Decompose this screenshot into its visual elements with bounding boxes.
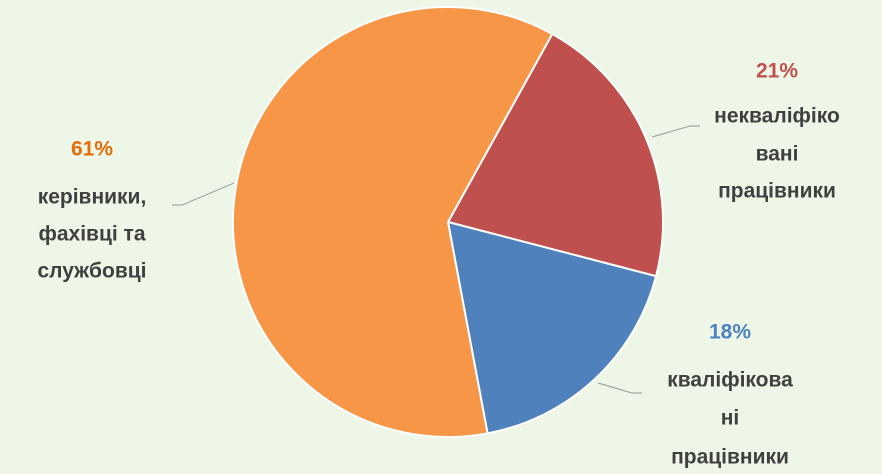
- value-label: 21%: [756, 60, 798, 83]
- category-label: некваліфіко: [714, 105, 840, 128]
- value-label: 18%: [709, 321, 751, 344]
- category-label: службовці: [37, 260, 146, 283]
- pie-slice: [446, 32, 664, 278]
- category-label: кваліфікова: [667, 369, 793, 392]
- value-label: 61%: [71, 138, 113, 161]
- leader-line: [651, 125, 700, 138]
- pie-slice: [232, 6, 554, 438]
- category-label: ні: [721, 407, 740, 430]
- category-label: керівники,: [38, 186, 147, 209]
- pie-slice: [446, 220, 658, 435]
- leader-line: [172, 182, 235, 206]
- category-label: працівники: [718, 180, 836, 203]
- category-label: фахівці та: [38, 223, 145, 246]
- category-label: працівники: [671, 446, 789, 469]
- leader-line: [597, 382, 642, 394]
- category-label: вані: [756, 143, 799, 166]
